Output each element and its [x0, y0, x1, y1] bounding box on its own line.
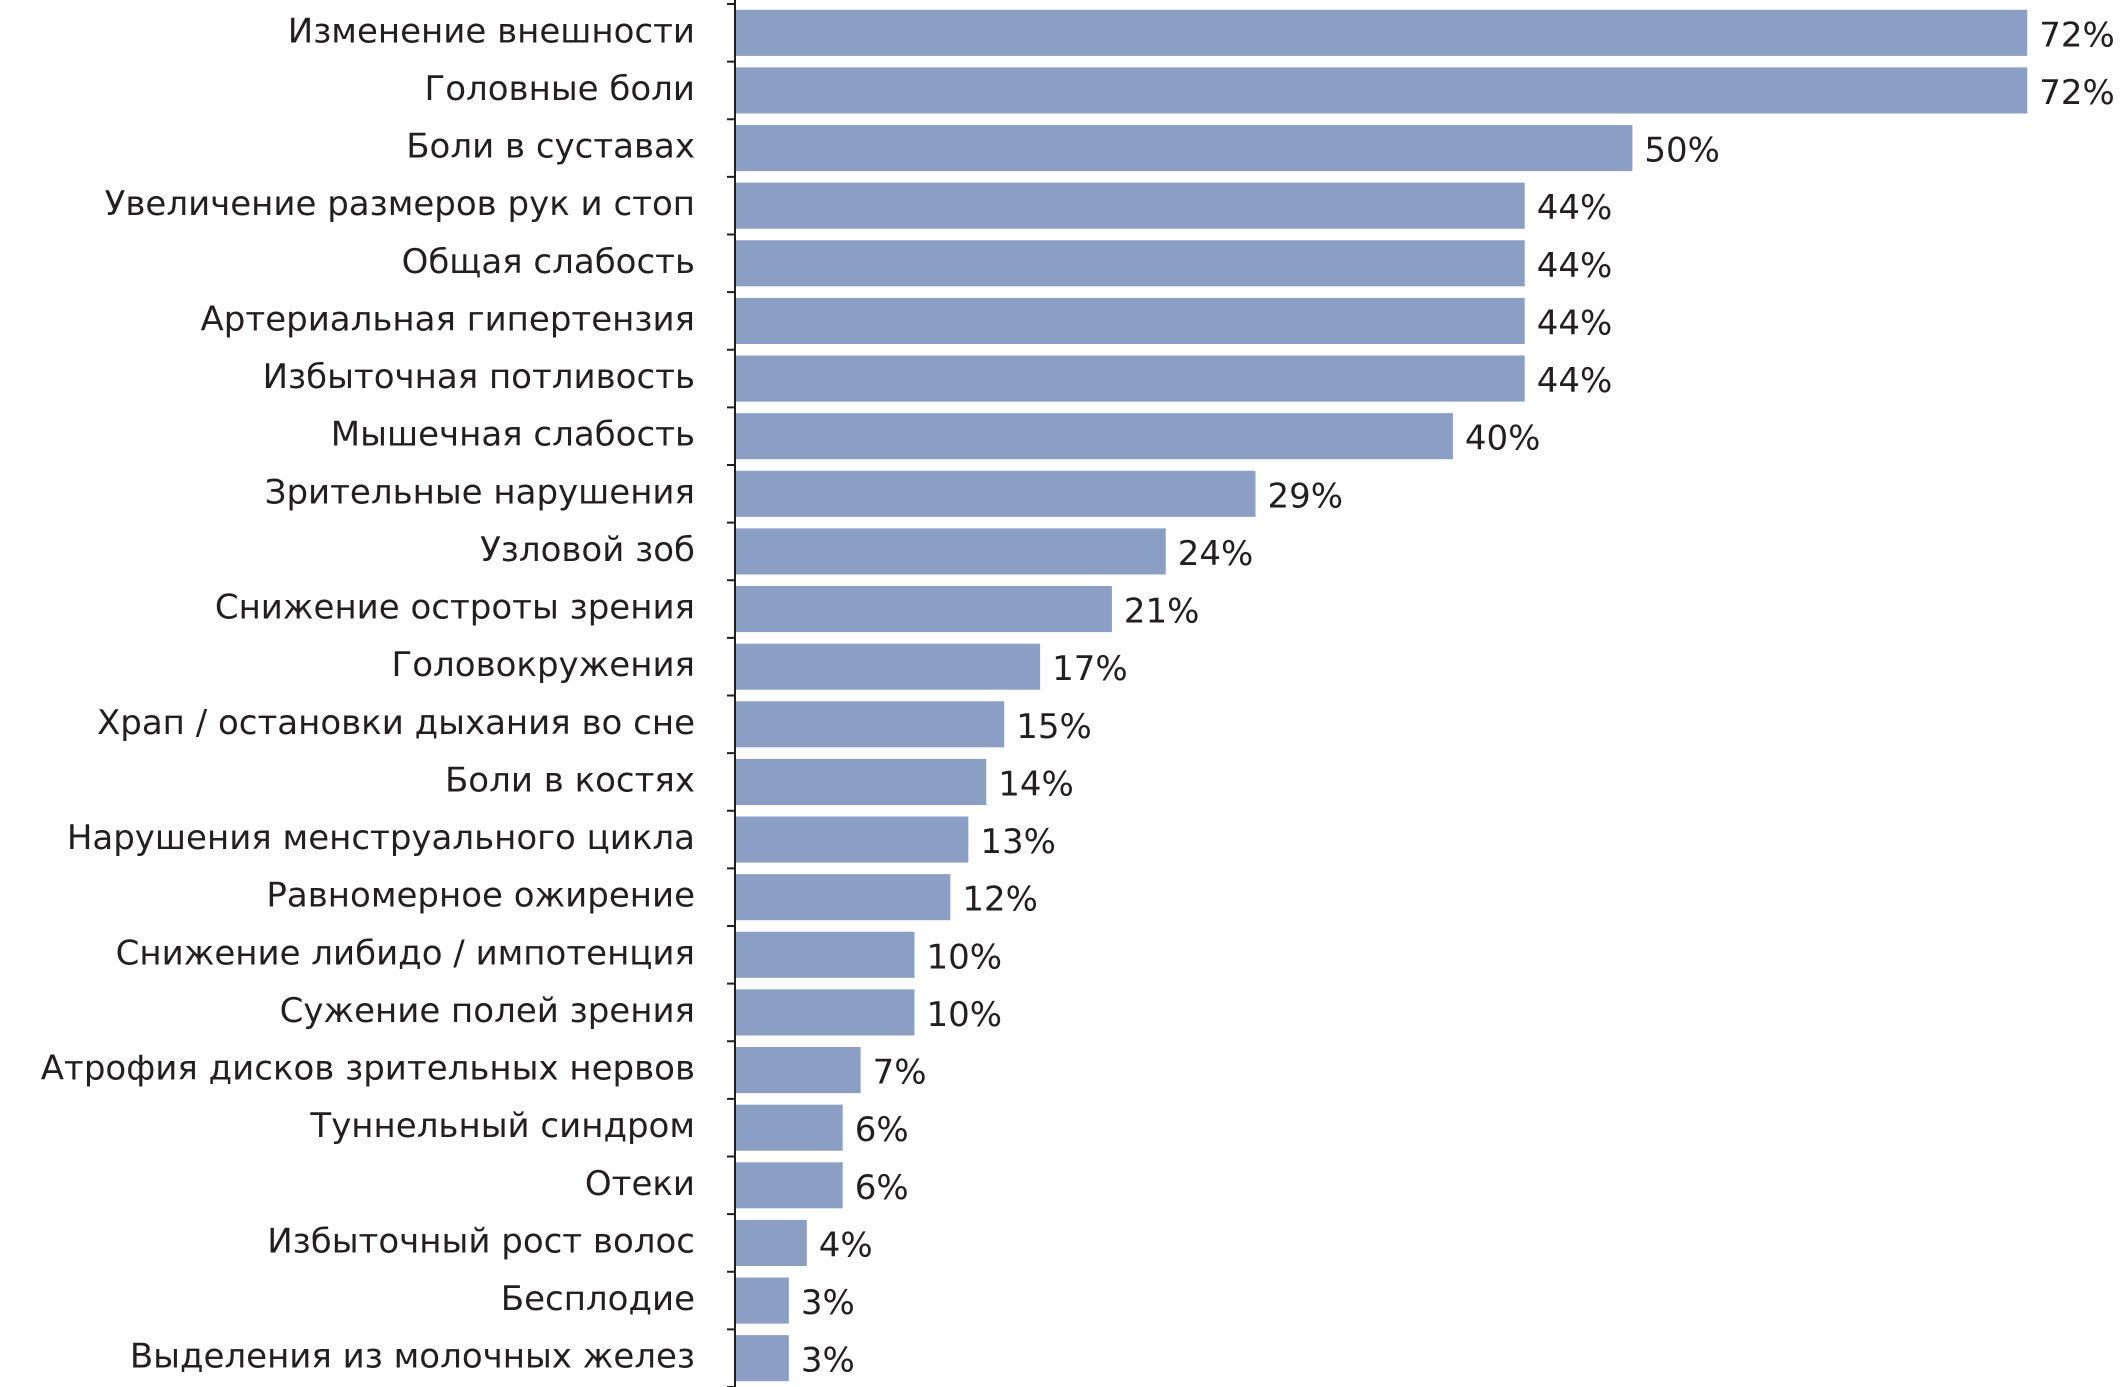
- value-label: 29%: [1267, 476, 1343, 516]
- value-label: 17%: [1052, 649, 1128, 689]
- bar: [735, 413, 1453, 460]
- category-label: Избыточный рост волос: [267, 1221, 695, 1261]
- category-label: Узловой зоб: [480, 530, 695, 570]
- bar: [735, 816, 969, 863]
- category-label: Снижение остроты зрения: [215, 588, 695, 628]
- value-label: 3%: [801, 1283, 855, 1323]
- bar: [735, 470, 1256, 517]
- category-label: Равномерное ожирение: [266, 876, 695, 916]
- value-label: 7%: [873, 1053, 927, 1093]
- value-label: 50%: [1644, 131, 1720, 171]
- bar: [735, 355, 1525, 402]
- value-label: 72%: [2039, 15, 2115, 55]
- value-label: 44%: [1537, 188, 1613, 228]
- category-label: Мышечная слабость: [331, 415, 695, 455]
- category-label: Избыточная потливость: [263, 357, 695, 397]
- category-label: Боли в костях: [445, 760, 695, 800]
- bar: [735, 1162, 843, 1209]
- value-label: 15%: [1016, 707, 1092, 747]
- category-label: Атрофия дисков зрительных нервов: [41, 1049, 695, 1089]
- bar: [735, 1277, 789, 1324]
- value-label: 6%: [855, 1110, 909, 1150]
- category-label: Увеличение размеров рук и стоп: [105, 184, 695, 224]
- value-label: 72%: [2039, 73, 2115, 113]
- bar: [735, 1104, 843, 1151]
- value-label: 40%: [1465, 419, 1541, 459]
- category-label: Сужение полей зрения: [280, 991, 695, 1031]
- category-label: Выделения из молочных желез: [130, 1337, 695, 1377]
- bar: [735, 1219, 807, 1266]
- category-label: Общая слабость: [402, 242, 695, 282]
- bar: [735, 1335, 789, 1382]
- bar: [735, 528, 1166, 575]
- category-label: Головокружения: [392, 645, 695, 685]
- bar: [735, 67, 2028, 114]
- bar: [735, 297, 1525, 344]
- category-label: Храп / остановки дыхания во сне: [97, 703, 695, 743]
- bar: [735, 125, 1633, 172]
- bar: [735, 643, 1041, 690]
- value-label: 3%: [801, 1341, 855, 1381]
- value-label: 10%: [926, 995, 1002, 1035]
- category-label: Зрительные нарушения: [265, 472, 695, 512]
- value-label: 21%: [1124, 592, 1200, 632]
- category-label: Бесплодие: [501, 1279, 695, 1319]
- bar: [735, 874, 951, 921]
- value-label: 10%: [926, 937, 1002, 977]
- value-label: 13%: [980, 822, 1056, 862]
- bar: [735, 758, 987, 805]
- bar: [735, 1047, 861, 1094]
- category-label: Изменение внешности: [288, 11, 695, 51]
- value-label: 4%: [819, 1225, 873, 1265]
- category-label: Нарушения менструального цикла: [67, 818, 695, 858]
- bar: [735, 931, 915, 978]
- value-label: 44%: [1537, 361, 1613, 401]
- bar: [735, 182, 1525, 229]
- value-label: 44%: [1537, 303, 1613, 343]
- category-label: Отеки: [585, 1164, 695, 1204]
- value-label: 6%: [855, 1168, 909, 1208]
- category-label: Снижение либидо / импотенция: [116, 933, 695, 973]
- category-label: Артериальная гипертензия: [201, 299, 695, 339]
- category-label: Боли в суставах: [406, 127, 695, 167]
- bar: [735, 240, 1525, 287]
- category-label: Туннельный синдром: [309, 1106, 695, 1146]
- category-label: Головные боли: [424, 69, 695, 109]
- value-label: 14%: [998, 764, 1074, 804]
- bar: [735, 9, 2028, 56]
- bar: [735, 701, 1005, 748]
- value-label: 24%: [1178, 534, 1254, 574]
- bar: [735, 989, 915, 1036]
- value-label: 12%: [962, 880, 1038, 920]
- value-label: 44%: [1537, 246, 1613, 286]
- bar: [735, 586, 1112, 633]
